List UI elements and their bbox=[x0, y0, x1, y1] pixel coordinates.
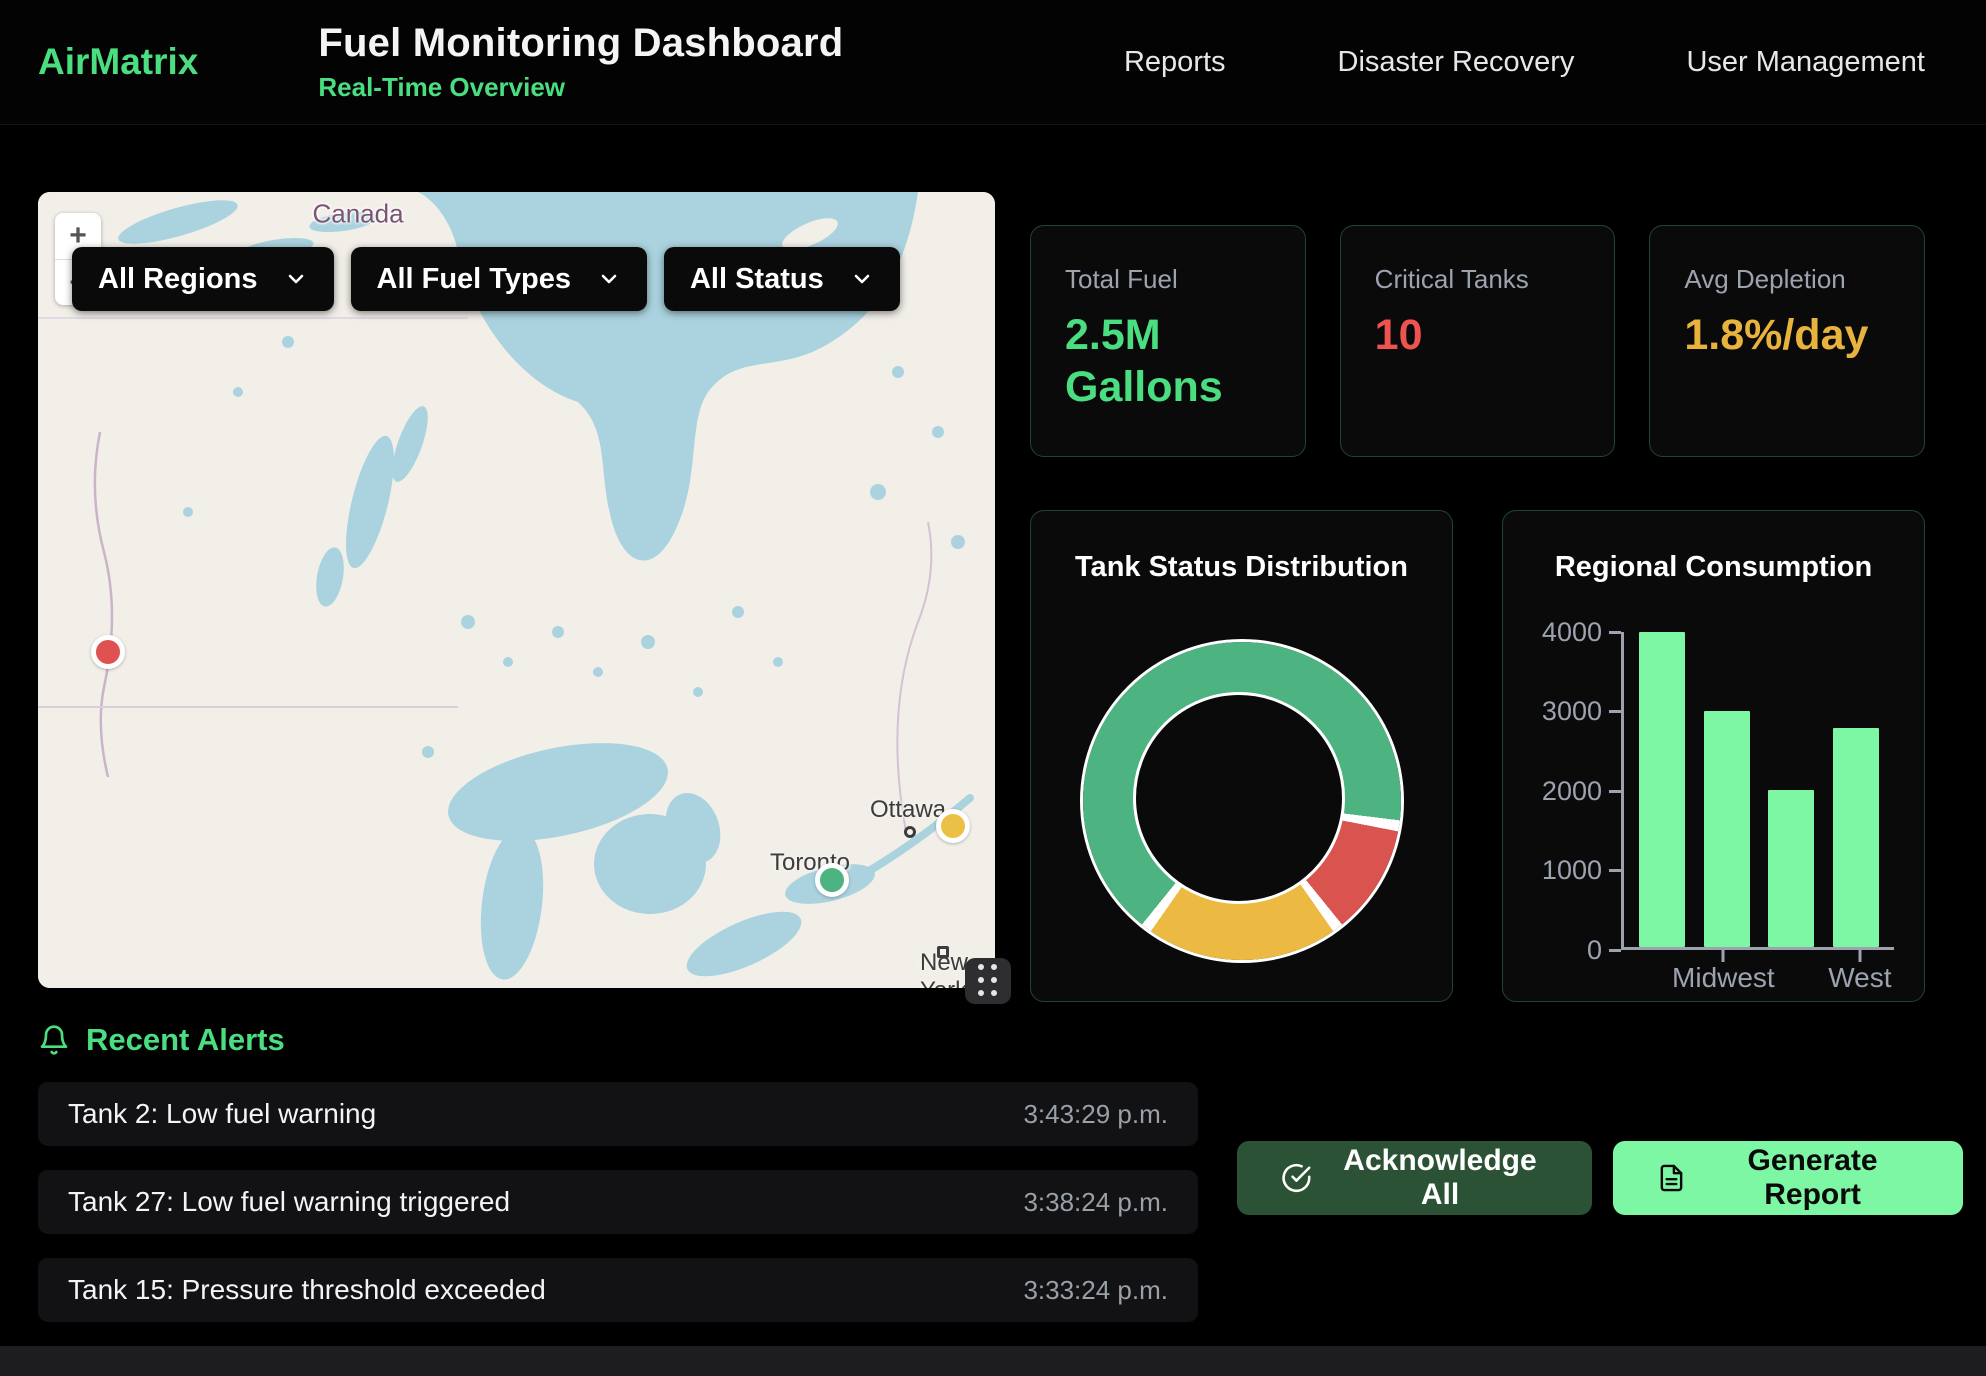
main-nav: Reports Disaster Recovery User Managemen… bbox=[1124, 46, 1986, 79]
page-subtitle: Real-Time Overview bbox=[318, 72, 566, 102]
new-york-city-dot-icon bbox=[937, 946, 949, 958]
chevron-down-icon bbox=[850, 267, 874, 291]
chevron-down-icon bbox=[284, 267, 308, 291]
status-filter-dropdown[interactable]: All Status bbox=[663, 247, 900, 311]
generate-report-button[interactable]: Generate Report bbox=[1613, 1141, 1963, 1215]
resize-drag-handle-icon[interactable] bbox=[965, 958, 1011, 1004]
tank-status-donut-chart bbox=[1082, 642, 1401, 960]
recent-alerts-section: Recent Alerts Tank 2: Low fuel warning 3… bbox=[38, 1022, 1963, 1322]
acknowledge-all-button[interactable]: Acknowledge All bbox=[1237, 1141, 1593, 1215]
map-country-label: Canada bbox=[312, 198, 404, 229]
app-header: AirMatrix Fuel Monitoring Dashboard Real… bbox=[0, 0, 1986, 125]
map-panel[interactable]: Canada Ottawa Toronto New York + − All R… bbox=[38, 192, 1011, 1004]
generate-report-label: Generate Report bbox=[1747, 1144, 1878, 1211]
zoom-in-button[interactable]: + bbox=[69, 219, 87, 252]
alert-row[interactable]: Tank 15: Pressure threshold exceeded 3:3… bbox=[38, 1258, 1198, 1322]
check-circle-icon bbox=[1282, 1163, 1311, 1193]
bar-region-midwest bbox=[1703, 710, 1750, 947]
map-city-label-ottawa: Ottawa bbox=[869, 796, 947, 823]
alert-row[interactable]: Tank 2: Low fuel warning 3:43:29 p.m. bbox=[38, 1082, 1198, 1146]
tank-status-card: Tank Status Distribution bbox=[1030, 510, 1453, 1002]
map-terrain bbox=[38, 192, 995, 988]
page-title: Fuel Monitoring Dashboard bbox=[318, 21, 844, 65]
footer-bar bbox=[0, 1346, 1986, 1376]
critical-tanks-value: 10 bbox=[1374, 311, 1423, 359]
regional-consumption-card: Regional Consumption 4000 3000 2000 1000… bbox=[1502, 510, 1925, 1002]
acknowledge-all-label: Acknowledge All bbox=[1343, 1144, 1537, 1211]
avg-depletion-card: Avg Depletion 1.8%/day bbox=[1649, 225, 1926, 457]
alert-message: Tank 2: Low fuel warning bbox=[68, 1098, 377, 1129]
bar-region-1 bbox=[1639, 632, 1686, 947]
alert-time: 3:38:24 p.m. bbox=[1023, 1186, 1168, 1217]
critical-tanks-label: Critical Tanks bbox=[1374, 264, 1529, 294]
regions-filter-value: All Regions bbox=[98, 262, 258, 295]
fuel-types-filter-dropdown[interactable]: All Fuel Types bbox=[350, 247, 647, 311]
alert-time: 3:43:29 p.m. bbox=[1023, 1098, 1168, 1129]
recent-alerts-header: Recent Alerts bbox=[38, 1022, 1963, 1058]
x-label-midwest: Midwest bbox=[1672, 962, 1775, 993]
bar-region-3 bbox=[1768, 789, 1815, 947]
recent-alerts-title: Recent Alerts bbox=[86, 1022, 285, 1057]
nav-item-user-management[interactable]: User Management bbox=[1686, 45, 1925, 78]
x-axis: Midwest West bbox=[1621, 950, 1894, 1000]
bar-region-west bbox=[1832, 728, 1879, 947]
regional-consumption-bar-chart: 4000 3000 2000 1000 0 bbox=[1533, 617, 1894, 965]
donut-hole bbox=[1132, 692, 1345, 904]
bell-icon bbox=[40, 1025, 68, 1055]
total-fuel-label: Total Fuel bbox=[1065, 264, 1178, 294]
critical-tanks-card: Critical Tanks 10 bbox=[1339, 225, 1616, 457]
y-axis: 4000 3000 2000 1000 0 bbox=[1533, 617, 1621, 965]
brand-logo: AirMatrix bbox=[38, 41, 199, 82]
total-fuel-card: Total Fuel 2.5M Gallons bbox=[1030, 225, 1306, 457]
avg-depletion-value: 1.8%/day bbox=[1684, 311, 1869, 359]
alert-time: 3:33:24 p.m. bbox=[1023, 1274, 1168, 1305]
map-canvas[interactable]: Canada Ottawa Toronto New York bbox=[38, 192, 995, 988]
alert-message: Tank 15: Pressure threshold exceeded bbox=[68, 1274, 546, 1305]
report-document-icon bbox=[1660, 1164, 1683, 1192]
map-marker-critical[interactable] bbox=[90, 635, 125, 670]
map-marker-normal[interactable] bbox=[815, 862, 850, 897]
page-title-block: Fuel Monitoring Dashboard Real-Time Over… bbox=[318, 21, 843, 103]
avg-depletion-label: Avg Depletion bbox=[1684, 264, 1846, 294]
fuel-types-filter-value: All Fuel Types bbox=[376, 262, 571, 295]
total-fuel-value: 2.5M Gallons bbox=[1065, 311, 1223, 412]
x-label-west: West bbox=[1828, 962, 1892, 993]
tank-status-title: Tank Status Distribution bbox=[1075, 551, 1408, 583]
alert-actions: Acknowledge All Generate Report bbox=[1237, 1141, 1963, 1215]
alert-row[interactable]: Tank 27: Low fuel warning triggered 3:38… bbox=[38, 1170, 1198, 1234]
nav-item-disaster-recovery[interactable]: Disaster Recovery bbox=[1337, 45, 1575, 78]
stats-row: Total Fuel 2.5M Gallons Critical Tanks 1… bbox=[1030, 225, 1926, 457]
chevron-down-icon bbox=[597, 267, 621, 291]
map-marker-warning[interactable] bbox=[935, 808, 970, 843]
status-filter-value: All Status bbox=[689, 262, 824, 295]
alert-message: Tank 27: Low fuel warning triggered bbox=[68, 1186, 511, 1217]
map-filter-bar: All Regions All Fuel Types All Status bbox=[72, 247, 900, 311]
ottawa-city-dot-icon bbox=[904, 826, 916, 838]
regional-consumption-title: Regional Consumption bbox=[1554, 551, 1873, 583]
nav-item-reports[interactable]: Reports bbox=[1123, 45, 1226, 78]
plot-area bbox=[1621, 632, 1894, 950]
regions-filter-dropdown[interactable]: All Regions bbox=[72, 247, 334, 311]
